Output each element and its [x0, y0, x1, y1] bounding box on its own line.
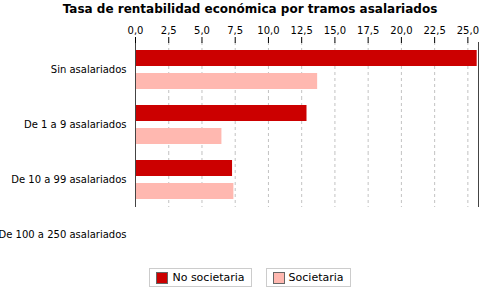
svg-text:5,0: 5,0: [194, 25, 210, 36]
svg-text:7,5: 7,5: [227, 25, 243, 36]
html-text:No societaria: No societaria: [172, 271, 245, 284]
svg-text:Sin asalariados: Sin asalariados: [51, 64, 127, 75]
svg-text:17,5: 17,5: [357, 25, 379, 36]
svg-text:22,5: 22,5: [423, 25, 445, 36]
svg-text:2,5: 2,5: [161, 25, 177, 36]
svg-text:25,0: 25,0: [457, 25, 479, 36]
svg-text:12,5: 12,5: [291, 25, 313, 36]
svg-text:15,0: 15,0: [324, 25, 346, 36]
svg-text:De 10 a 99 asalariados: De 10 a 99 asalariados: [11, 174, 126, 185]
svg-text:20,0: 20,0: [390, 25, 412, 36]
svg-text:0,0: 0,0: [128, 25, 144, 36]
html-text:Societaria: Societaria: [288, 271, 344, 284]
svg-text:10,0: 10,0: [257, 25, 279, 36]
svg-text:De 100 a 250 asalariados: De 100 a 250 asalariados: [0, 229, 127, 240]
svg-text:De 1 a 9 asalariados: De 1 a 9 asalariados: [24, 119, 127, 130]
html-text:Tasa de rentabilidad económica: Tasa de rentabilidad económica por tramo…: [62, 2, 438, 16]
